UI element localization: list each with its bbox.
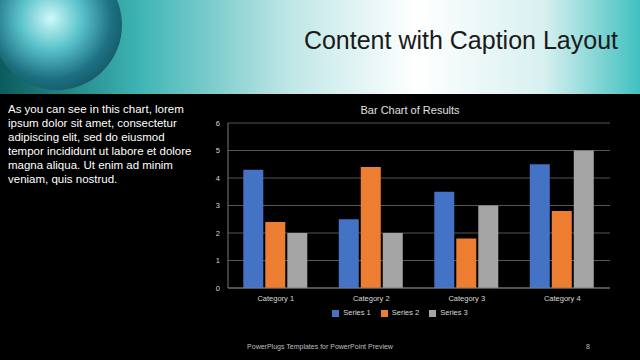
svg-text:Category 4: Category 4	[544, 294, 581, 303]
svg-text:Category 2: Category 2	[353, 294, 390, 303]
svg-text:Category 3: Category 3	[448, 294, 485, 303]
html-text:Series 2: Series 2	[391, 308, 420, 317]
svg-text:6: 6	[216, 119, 220, 128]
svg-text:Category 1: Category 1	[257, 294, 294, 303]
svg-text:0: 0	[216, 284, 220, 293]
svg-text:1: 1	[216, 256, 220, 265]
html-text:PowerPlugs Templates for Power: PowerPlugs Templates for PowerPoint Prev…	[247, 343, 393, 350]
svg-text:3: 3	[216, 201, 220, 210]
html-text:Series 1: Series 1	[343, 308, 371, 317]
svg-text:5: 5	[216, 146, 220, 155]
html-text:Bar Chart of Results: Bar Chart of Results	[360, 104, 460, 116]
html-text:8: 8	[586, 343, 590, 350]
html-text:Series 3: Series 3	[440, 308, 468, 317]
svg-text:2: 2	[216, 229, 220, 238]
svg-text:4: 4	[216, 174, 220, 183]
html-text:Content with Caption Layout: Content with Caption Layout	[303, 26, 618, 54]
html-text:As you can see in this chart,: As you can see in this chart, lorem ipsu…	[8, 103, 192, 185]
